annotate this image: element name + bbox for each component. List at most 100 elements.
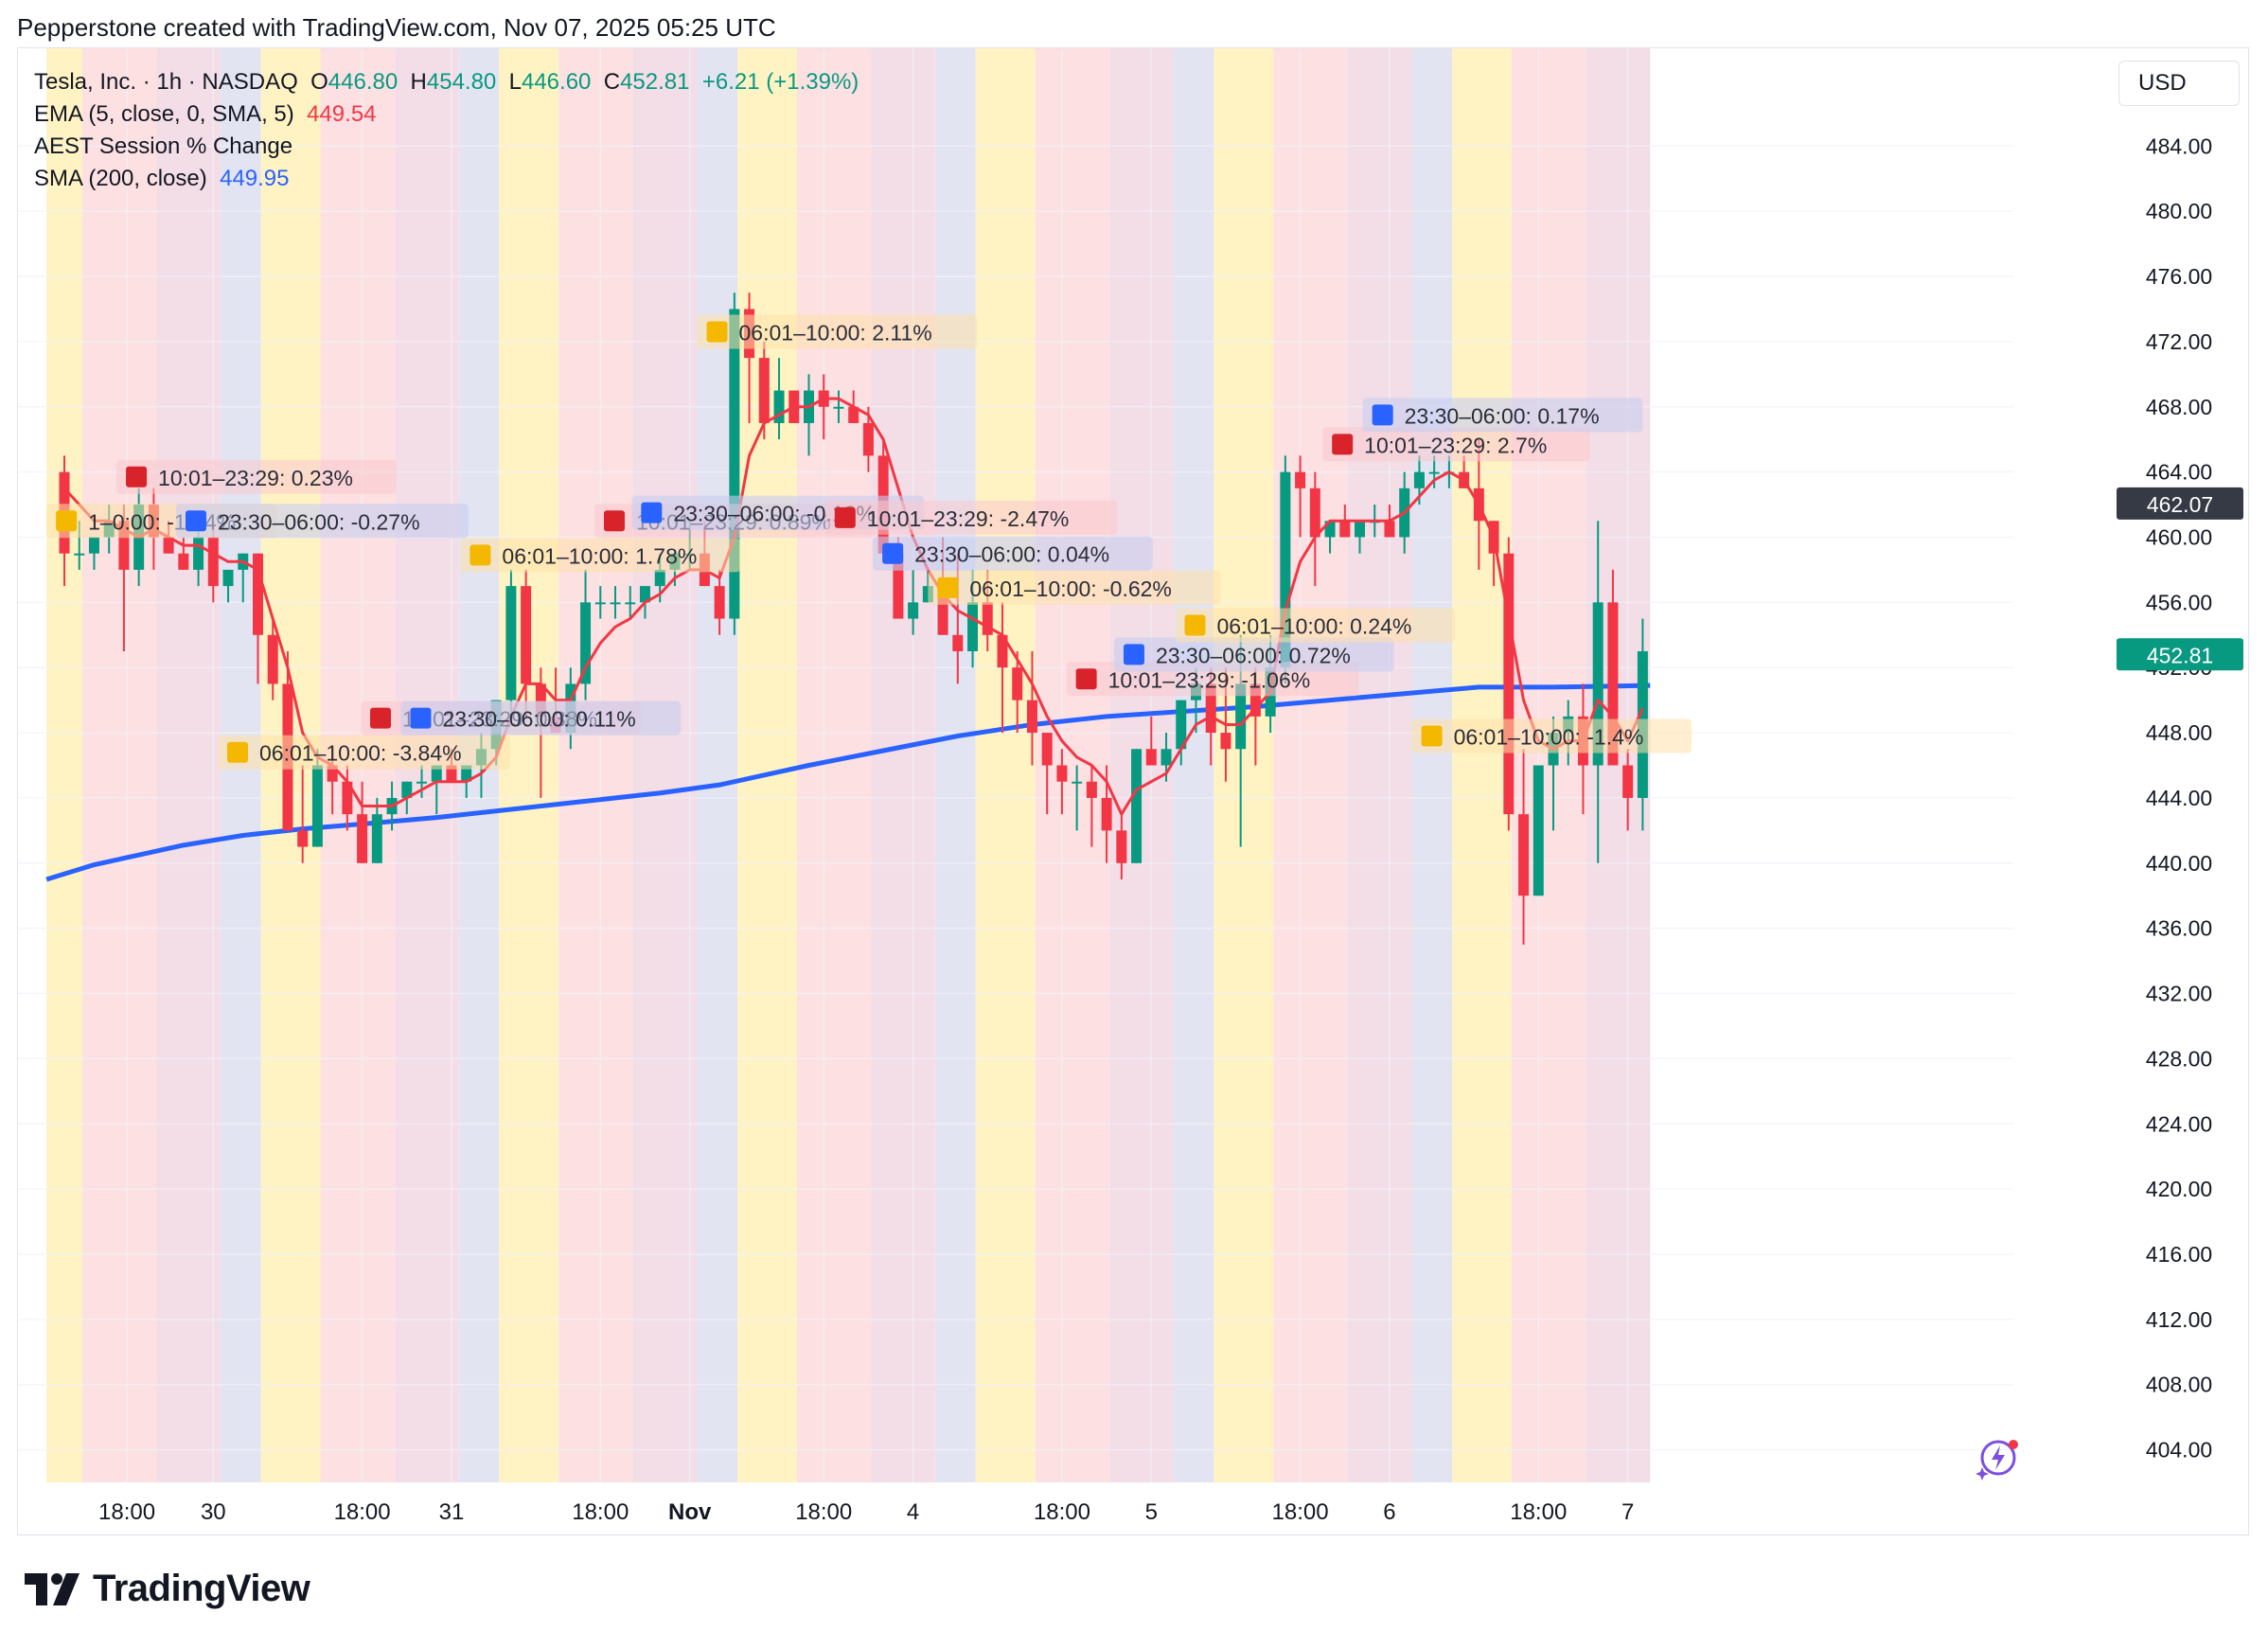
session-label-box xyxy=(873,536,1153,571)
legend-session-row[interactable]: AEST Session % Change xyxy=(34,131,859,163)
legend-sma-row[interactable]: SMA (200, close) 449.95 xyxy=(34,163,859,195)
session-square-icon xyxy=(126,466,148,488)
session-band-asia xyxy=(46,48,82,1482)
price-tick-label: 460.00 xyxy=(2146,524,2212,549)
candle xyxy=(1012,650,1023,734)
candle-body xyxy=(193,537,204,570)
session-band-dark_pink xyxy=(632,48,698,1482)
candle xyxy=(252,553,263,684)
candle xyxy=(908,569,919,635)
session-label-text: 06:01–10:00: -3.84% xyxy=(259,741,462,766)
price-tick-label: 476.00 xyxy=(2146,264,2212,289)
candle-body xyxy=(639,586,650,603)
candle-body xyxy=(163,537,174,554)
candle xyxy=(1295,455,1306,538)
session-band-us xyxy=(1173,48,1214,1482)
candle xyxy=(1592,521,1604,863)
session-square-icon xyxy=(410,707,432,729)
price-tag-text: 452.81 xyxy=(2147,643,2213,667)
session-square-icon xyxy=(937,576,959,598)
candle-body xyxy=(1116,830,1127,863)
price-tick-label: 420.00 xyxy=(2146,1177,2212,1201)
session-square-icon xyxy=(470,544,491,566)
session-square-icon xyxy=(641,502,663,523)
session-square-icon xyxy=(1075,668,1097,690)
session-label-text: 06:01–10:00: 1.78% xyxy=(502,543,697,568)
candle-body xyxy=(833,406,844,409)
time-tick-label: 4 xyxy=(907,1499,919,1525)
session-label-text: 06:01–10:00: -0.62% xyxy=(969,576,1172,601)
legend-ema-label: EMA (5, close, 0, SMA, 5) xyxy=(34,101,294,127)
time-tick-label: 7 xyxy=(1621,1499,1634,1525)
candle-body xyxy=(580,602,592,684)
session-square-icon xyxy=(185,510,206,532)
candle xyxy=(1518,749,1530,945)
session-square-icon xyxy=(56,510,78,532)
candle xyxy=(222,569,234,603)
legend-ohlc-row: Tesla, Inc. · 1h · NASDAQ O446.80 H454.8… xyxy=(34,66,859,98)
session-change-label: 23:30–06:00: -0.27% xyxy=(175,504,469,539)
currency-selector[interactable]: USD xyxy=(2118,61,2240,106)
time-tick-label: 18:00 xyxy=(334,1499,391,1525)
price-tick-label: 440.00 xyxy=(2146,851,2212,876)
chart-caption: Pepperstone created with TradingView.com… xyxy=(17,13,776,42)
chart-frame[interactable] xyxy=(17,47,2249,1535)
price-tick-label: 416.00 xyxy=(2146,1242,2212,1267)
candle-body xyxy=(207,537,219,587)
session-band-europe xyxy=(558,48,633,1482)
tradingview-logo-icon xyxy=(25,1572,80,1605)
session-square-icon xyxy=(227,741,249,763)
session-square-icon xyxy=(1332,434,1354,455)
session-square-icon xyxy=(882,542,904,564)
candle-body xyxy=(1145,749,1157,766)
time-tick-label: 31 xyxy=(439,1499,465,1525)
candle-body xyxy=(848,406,859,423)
candle-body xyxy=(1607,602,1619,766)
candle xyxy=(1503,537,1515,831)
session-label-box xyxy=(1411,718,1692,754)
candle-body xyxy=(461,765,472,782)
session-change-label: 23:30–06:00: 0.04% xyxy=(873,536,1153,571)
legend-high-value: 454.80 xyxy=(426,69,497,95)
legend-symbol[interactable]: Tesla, Inc. · 1h · NASDAQ xyxy=(34,69,298,95)
candle xyxy=(610,586,621,619)
price-tick-label: 408.00 xyxy=(2146,1373,2212,1397)
session-label-box xyxy=(824,500,1118,535)
session-band-dark_pink xyxy=(156,48,221,1482)
candle xyxy=(178,537,189,570)
tradingview-logo[interactable]: TradingView xyxy=(25,1568,310,1610)
candle-body xyxy=(1249,683,1261,717)
candle xyxy=(521,569,532,717)
candle-body xyxy=(371,814,382,863)
candle xyxy=(594,586,606,619)
candle-body xyxy=(729,309,740,619)
candle-body xyxy=(967,602,979,651)
candle-body xyxy=(1131,749,1143,863)
session-label-box xyxy=(460,538,741,573)
candle-body xyxy=(1012,667,1023,700)
candle-body xyxy=(1161,749,1172,766)
spark-icon[interactable] xyxy=(1975,1433,2022,1481)
session-change-label: 06:01–10:00: -0.62% xyxy=(928,570,1221,605)
session-change-label: 06:01–10:00: 0.24% xyxy=(1175,608,1456,643)
candle-body xyxy=(521,586,532,684)
sma-200-line xyxy=(45,683,1651,882)
chart-legend: Tesla, Inc. · 1h · NASDAQ O446.80 H454.8… xyxy=(34,66,859,195)
candle xyxy=(505,569,517,717)
candle-body xyxy=(862,422,874,456)
time-tick-label: 18:00 xyxy=(795,1499,852,1525)
candle-body xyxy=(908,602,919,619)
session-label-box xyxy=(928,570,1221,605)
legend-close-label: C xyxy=(603,69,621,95)
candle xyxy=(1176,700,1187,766)
legend-ema-row[interactable]: EMA (5, close, 0, SMA, 5) 449.54 xyxy=(34,98,859,131)
session-square-icon xyxy=(1123,644,1144,665)
candle xyxy=(1131,749,1143,863)
time-tick-label: 18:00 xyxy=(1034,1499,1090,1525)
session-label-text: 23:30–06:00: 0.72% xyxy=(1156,643,1351,667)
candle-body xyxy=(431,765,442,782)
session-band-us xyxy=(935,48,976,1482)
candle-body xyxy=(1622,765,1634,798)
candle xyxy=(1309,471,1320,587)
